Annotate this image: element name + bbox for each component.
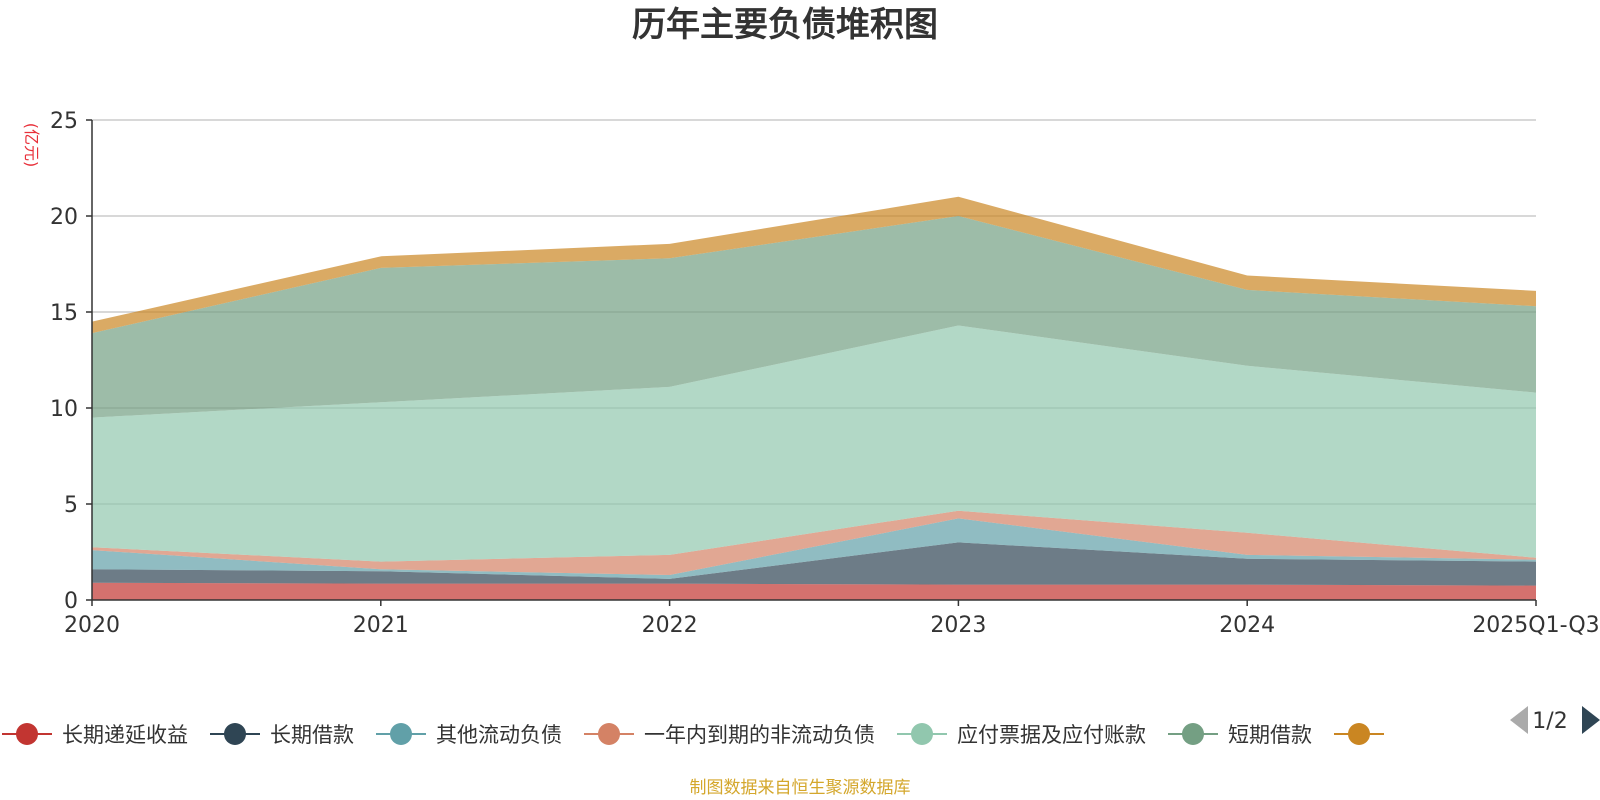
legend-label: 一年内到期的非流动负债: [644, 723, 875, 747]
y-tick-label: 15: [50, 301, 78, 326]
x-tick-label: 2020: [64, 613, 120, 638]
y-tick-label: 5: [64, 493, 78, 518]
legend-item[interactable]: 长期递延收益: [2, 723, 188, 747]
y-tick-label: 0: [64, 589, 78, 614]
legend-item[interactable]: 应付票据及应付账款: [897, 723, 1146, 747]
chart-title: 历年主要负债堆积图: [632, 5, 938, 45]
x-tick-label: 2021: [353, 613, 409, 638]
legend-item[interactable]: [1334, 723, 1384, 745]
area-series-5: [92, 216, 1536, 418]
axes: 0 5 10 15 20 25 2020 2021 2022 2023 2024 2025Q1-Q3: [50, 109, 1600, 638]
y-tick-label: 25: [50, 109, 78, 134]
x-tick-label: 2023: [930, 613, 986, 638]
x-tick-label: 2022: [642, 613, 698, 638]
legend-item[interactable]: 其他流动负债: [376, 723, 562, 747]
legend-item[interactable]: 一年内到期的非流动负债: [584, 723, 875, 747]
legend-marker-icon: [1348, 723, 1370, 745]
source-note: 制图数据来自恒生聚源数据库: [690, 778, 911, 798]
legend-marker-icon: [224, 723, 246, 745]
legend-marker-icon: [16, 723, 38, 745]
y-tick-label: 10: [50, 397, 78, 422]
area-series-1: [92, 542, 1536, 586]
legend-item[interactable]: 长期借款: [210, 723, 354, 747]
legend-marker-icon: [390, 723, 412, 745]
legend-label: 长期借款: [270, 723, 354, 747]
area-series: [92, 196, 1536, 600]
legend-marker-icon: [1182, 723, 1204, 745]
area-series-4: [92, 325, 1536, 562]
legend-marker-icon: [598, 723, 620, 745]
y-tick-label: 20: [50, 205, 78, 230]
legend-page-indicator: 1/2: [1532, 709, 1567, 734]
y-axis-unit-label: (亿元): [22, 123, 41, 168]
legend-label: 应付票据及应付账款: [957, 723, 1146, 747]
area-series-2: [92, 518, 1536, 579]
legend-label: 其他流动负债: [436, 723, 562, 747]
area-series-6: [92, 196, 1536, 334]
legend-label: 短期借款: [1228, 723, 1312, 747]
x-tick-label: 2024: [1219, 613, 1275, 638]
legend-marker-icon: [911, 723, 933, 745]
x-tick-label: 2025Q1-Q3: [1472, 613, 1599, 638]
legend-next-icon[interactable]: [1582, 706, 1600, 734]
legend-pager: 1/2: [1510, 706, 1600, 734]
legend: 长期递延收益 长期借款 其他流动负债 一年内到期的非流动负债 应付票据及应付账款 短期借款: [2, 723, 1384, 747]
legend-item[interactable]: 短期借款: [1168, 723, 1312, 747]
legend-label: 长期递延收益: [62, 723, 188, 747]
legend-prev-icon[interactable]: [1510, 706, 1528, 734]
area-series-3: [92, 510, 1536, 576]
area-series-0: [92, 582, 1536, 600]
